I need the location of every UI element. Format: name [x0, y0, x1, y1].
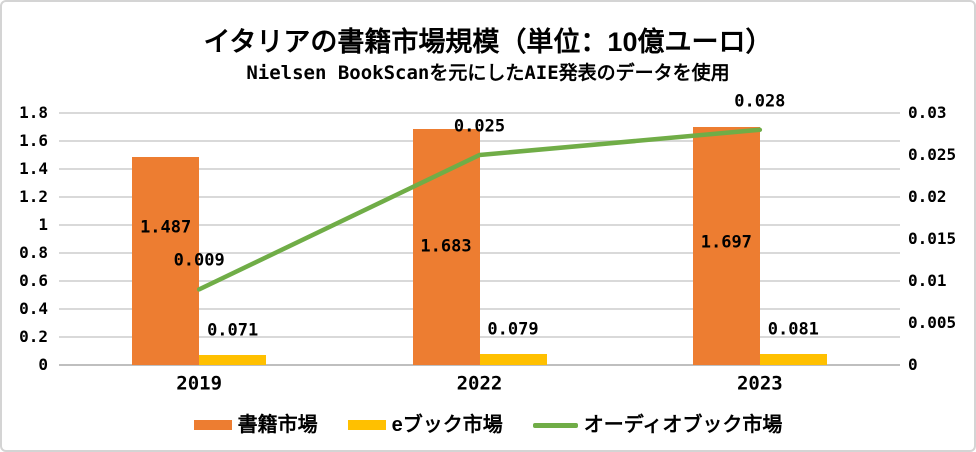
legend: 書籍市場 eブック市場 オーディオブック市場 — [2, 411, 974, 439]
x-axis-label: 2022 — [456, 372, 503, 395]
y-axis-tick-right: 0.03 — [908, 103, 947, 122]
bar-eブック市場-2019 — [199, 355, 267, 365]
bar-eブック市場-2022 — [479, 353, 547, 365]
x-axis-label: 2019 — [176, 372, 223, 395]
y-axis-tick-right: 0.01 — [908, 271, 947, 290]
legend-item-書籍市場: 書籍市場 — [193, 414, 318, 436]
bar-eブック市場-2023 — [759, 353, 827, 365]
bar-書籍市場-2019 — [132, 156, 200, 365]
legend-swatch-bar — [347, 420, 386, 430]
legend-label: オーディオブック市場 — [583, 414, 783, 436]
y-axis-tick-right: 0.025 — [908, 145, 957, 164]
line-value-label: 0.028 — [734, 91, 786, 112]
legend-label: eブック市場 — [391, 414, 503, 436]
chart-subtitle: Nielsen BookScanを元にしたAIE発表のデータを使用 — [246, 62, 730, 84]
gridline — [59, 336, 900, 338]
gridline — [59, 308, 900, 310]
y-axis-tick-left: 0.4 — [19, 299, 48, 318]
x-axis-line — [59, 364, 900, 366]
legend-label: 書籍市場 — [237, 414, 318, 436]
bar-value-label: 0.071 — [207, 320, 259, 341]
bar-value-label: 0.079 — [487, 319, 539, 340]
y-axis-tick-right: 0.02 — [908, 187, 947, 206]
y-axis-tick-right: 0 — [908, 355, 918, 374]
y-axis-tick-left: 1.4 — [19, 159, 48, 178]
y-axis-tick-left: 1.6 — [19, 131, 48, 150]
y-axis-tick-left: 1 — [38, 215, 48, 234]
y-axis-tick-right: 0.005 — [908, 313, 957, 332]
gridline — [59, 112, 900, 114]
legend-item-オーディオブック市場: オーディオブック市場 — [532, 414, 783, 436]
line-value-label: 0.009 — [173, 250, 225, 271]
bar-value-label: 1.487 — [140, 217, 192, 238]
legend-swatch-bar — [193, 420, 232, 430]
y-axis-tick-left: 0.6 — [19, 271, 48, 290]
y-axis-tick-left: 0.2 — [19, 327, 48, 346]
y-axis-tick-left: 1.2 — [19, 187, 48, 206]
y-axis-tick-left: 1.8 — [19, 103, 48, 122]
bar-value-label: 1.697 — [700, 232, 752, 253]
line-value-label: 0.025 — [453, 116, 506, 137]
line-オーディオブック市場 — [196, 127, 763, 292]
x-axis-label: 2023 — [736, 372, 783, 395]
legend-swatch-line — [532, 422, 578, 428]
bar-value-label: 0.081 — [767, 319, 819, 340]
gridline — [59, 140, 900, 142]
legend-item-eブック市場: eブック市場 — [347, 414, 503, 436]
bar-value-label: 1.683 — [420, 236, 472, 257]
y-axis-tick-left: 0.8 — [19, 243, 48, 262]
y-axis-tick-right: 0.015 — [908, 229, 957, 248]
y-axis-tick-left: 0 — [38, 355, 48, 374]
chart-title: イタリアの書籍市場規模（単位：10億ユーロ） — [203, 27, 773, 57]
